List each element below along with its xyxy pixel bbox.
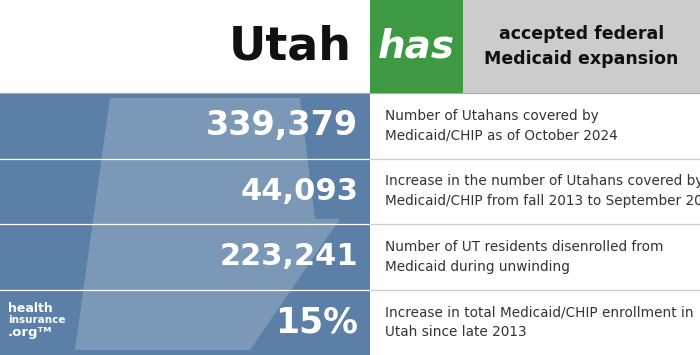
- Bar: [370, 0, 463, 93]
- Bar: [0, 93, 370, 355]
- Bar: [463, 0, 700, 93]
- Text: health: health: [8, 302, 52, 315]
- Text: Utah: Utah: [229, 24, 352, 69]
- Text: 223,241: 223,241: [219, 242, 358, 271]
- Polygon shape: [75, 98, 340, 350]
- Text: 339,379: 339,379: [206, 109, 358, 142]
- Text: Increase in the number of Utahans covered by
Medicaid/CHIP from fall 2013 to Sep: Increase in the number of Utahans covere…: [385, 175, 700, 208]
- Text: 15%: 15%: [275, 305, 358, 339]
- Bar: [0, 0, 370, 93]
- Text: Number of UT residents disenrolled from
Medicaid during unwinding: Number of UT residents disenrolled from …: [385, 240, 664, 273]
- Text: has: has: [378, 27, 455, 66]
- Text: Increase in total Medicaid/CHIP enrollment in
Utah since late 2013: Increase in total Medicaid/CHIP enrollme…: [385, 306, 694, 339]
- Text: 44,093: 44,093: [240, 177, 358, 206]
- Text: .orgᵀᴹ: .orgᵀᴹ: [8, 326, 52, 339]
- Text: insurance: insurance: [8, 315, 66, 325]
- Bar: [370, 93, 700, 355]
- Text: accepted federal
Medicaid expansion: accepted federal Medicaid expansion: [484, 25, 679, 68]
- Text: Number of Utahans covered by
Medicaid/CHIP as of October 2024: Number of Utahans covered by Medicaid/CH…: [385, 109, 617, 142]
